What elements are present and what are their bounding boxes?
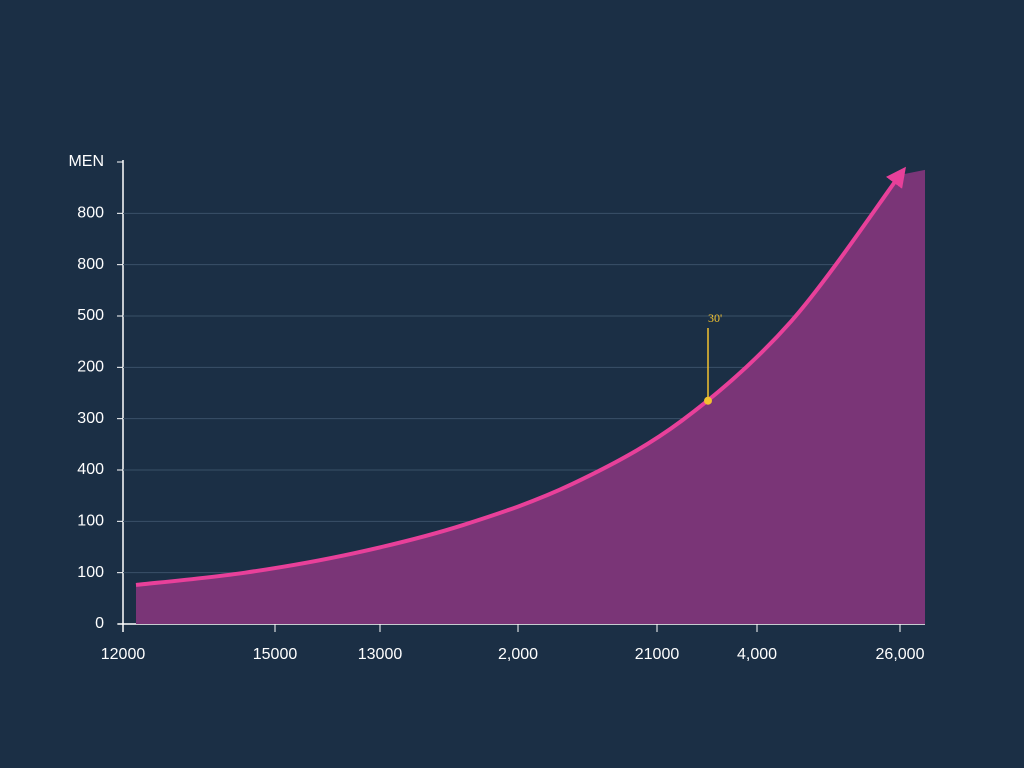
y-tick-label: 0 — [95, 615, 104, 632]
y-tick-label: MEN — [68, 153, 104, 170]
annotation-label: 30' — [708, 311, 722, 325]
x-tick-label: 2,000 — [498, 646, 538, 663]
annotation-point — [704, 396, 712, 405]
x-tick-label: 12000 — [101, 646, 146, 663]
y-tick-label: 300 — [77, 410, 104, 427]
y-tick-label: 800 — [77, 205, 104, 222]
area — [136, 169, 925, 625]
x-tick-label: 21000 — [635, 646, 680, 663]
x-tick-label: 13000 — [358, 646, 403, 663]
y-tick-label: 800 — [77, 256, 104, 273]
y-tick-label: 100 — [77, 564, 104, 581]
y-tick-label: 400 — [77, 461, 104, 478]
x-tick-label: 4,000 — [737, 646, 777, 663]
y-tick-label: 500 — [77, 307, 104, 324]
x-tick-label: 26,000 — [876, 646, 925, 663]
y-tick-label: 100 — [77, 513, 104, 530]
y-tick-label: 200 — [77, 359, 104, 376]
x-tick-label: 15000 — [253, 646, 298, 663]
line — [135, 166, 906, 587]
